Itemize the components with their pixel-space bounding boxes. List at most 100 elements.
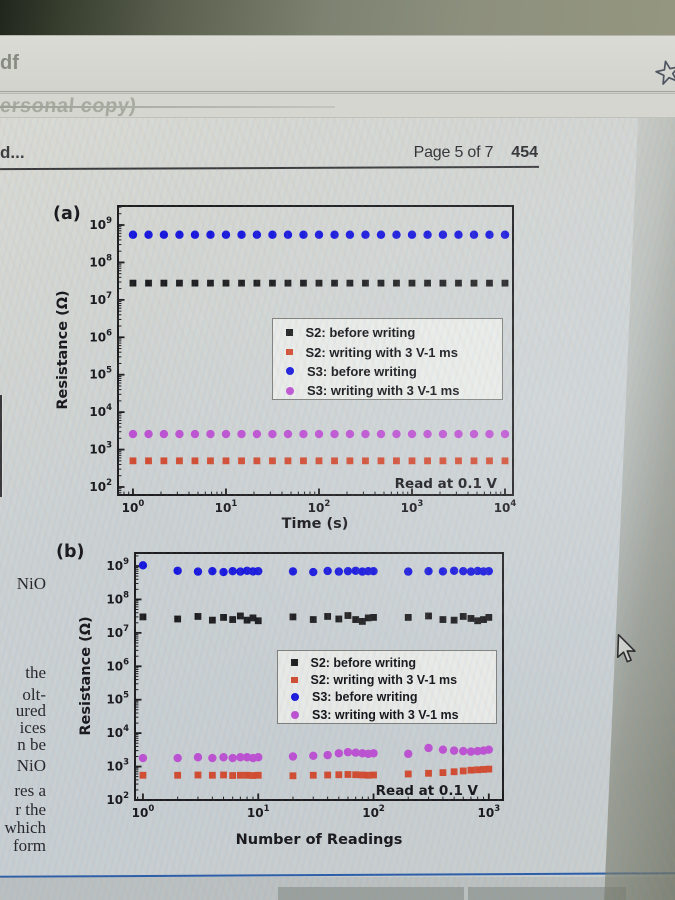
legend-item: S2: writing with 3 V-1 ms — [286, 342, 502, 361]
margin-text-fragment: NiO — [16, 756, 46, 775]
circle-marker-icon — [291, 693, 299, 702]
y-axis-label: Resistance (Ω) — [55, 290, 71, 409]
svg-text:104: 104 — [106, 724, 129, 740]
figure-panel-a: 100 101 102 103 104 102 103 104 105 106 107 108 109 (… — [50, 190, 525, 535]
svg-text:107: 107 — [89, 291, 112, 307]
series-S3: before writing — [128, 230, 510, 239]
plot-frame — [134, 552, 504, 801]
chart-b-legend: S2: before writing S2: writing with 3 V-1… — [277, 650, 497, 724]
svg-text:102: 102 — [308, 499, 331, 515]
tab-title-fragment: df — [0, 52, 19, 74]
cropped-content-block — [278, 887, 464, 900]
margin-text-fragment: n be — [17, 735, 46, 754]
svg-text:107: 107 — [106, 624, 129, 640]
series-S3: writing with 3 V-1 ms — [138, 743, 494, 763]
svg-text:103: 103 — [478, 804, 501, 820]
svg-text:106: 106 — [89, 328, 112, 344]
margin-text-fragment: res a — [14, 781, 46, 800]
margin-text-fragment: NiO — [16, 574, 46, 593]
svg-text:102: 102 — [89, 478, 112, 494]
margin-text-fragment: r the — [15, 800, 46, 819]
adjacent-figure-edge — [0, 395, 3, 497]
series-S3: before writing — [138, 561, 494, 577]
margin-text-fragment: ured — [15, 701, 46, 720]
svg-text:103: 103 — [401, 499, 424, 515]
page-indicator: Page 5 of 7 — [413, 144, 494, 161]
svg-text:104: 104 — [89, 403, 112, 419]
series-S2: before writing — [139, 612, 493, 625]
y-axis-label: Resistance (Ω) — [78, 616, 94, 735]
browser-toolbar: df — [0, 35, 675, 92]
svg-text:103: 103 — [106, 758, 129, 774]
series-S2: writing with 3 V-1 ms — [129, 457, 509, 465]
chart-b-plot: 100 101 102 103 102 103 104 105 106 107 108 109 (b) N… — [56, 542, 504, 848]
legend-label: S2: writing with 3 V-1 ms — [305, 344, 458, 360]
chart-a-legend: S2: before writing S2: writing with 3 V-1… — [272, 318, 503, 400]
browser-subbar: ersonal copy) — [0, 93, 675, 118]
margin-text-fragment: olt- — [22, 685, 46, 704]
margin-text-fragment: the — [25, 663, 46, 682]
page-header: Page 5 of 7 454 — [298, 144, 538, 162]
square-marker-icon — [286, 348, 293, 356]
legend-item: S2: before writing — [286, 323, 502, 342]
legend-label: S3: writing with 3 V-1 ms — [307, 383, 460, 399]
svg-text:102: 102 — [362, 804, 385, 820]
chart-a-plot: 100 101 102 103 104 102 103 104 105 106 107 108 109 (… — [53, 204, 517, 532]
circle-marker-icon — [291, 710, 299, 719]
mouse-cursor-icon — [616, 634, 636, 663]
svg-text:108: 108 — [89, 253, 112, 269]
legend-label: S2: writing with 3 V-1 ms — [310, 673, 458, 688]
svg-text:103: 103 — [89, 441, 112, 457]
legend-label: S2: before writing — [305, 325, 416, 341]
square-marker-icon — [286, 329, 293, 336]
x-axis-label: Time (s) — [282, 516, 349, 532]
circle-marker-icon — [286, 367, 294, 376]
cropped-content-block — [468, 887, 626, 900]
truncated-heading: d... — [0, 143, 25, 162]
folio-number: 454 — [511, 144, 538, 161]
desk-background — [0, 0, 675, 35]
circle-marker-icon — [286, 386, 294, 395]
x-axis-label: Number of Readings — [236, 832, 403, 848]
series-S2: before writing — [129, 279, 509, 287]
svg-text:101: 101 — [215, 499, 238, 515]
figure-panel-b: 100 101 102 103 102 103 104 105 106 107 108 109 (b) N… — [50, 540, 525, 860]
svg-text:105: 105 — [106, 691, 129, 707]
svg-text:102: 102 — [106, 791, 129, 807]
legend-item: S3: writing with 3 V-1 ms — [291, 706, 496, 723]
margin-text-fragment: ices — [19, 718, 46, 737]
legend-item: S3: before writing — [291, 689, 496, 706]
margin-text-fragment: which — [4, 818, 46, 837]
series-S2: writing with 3 V-1 ms — [139, 765, 493, 780]
read-voltage-annotation: Read at 0.1 V — [376, 783, 479, 799]
legend-label: S3: before writing — [312, 690, 418, 705]
legend-item: S2: before writing — [291, 654, 496, 671]
plot-frame — [117, 205, 514, 496]
panel-label: (b) — [56, 542, 85, 562]
svg-text:106: 106 — [106, 657, 129, 673]
legend-label: S3: before writing — [307, 363, 417, 379]
legend-item: S3: writing with 3 V-1 ms — [286, 381, 502, 400]
legend-item: S3: before writing — [286, 362, 502, 381]
square-marker-icon — [291, 659, 298, 666]
svg-text:104: 104 — [494, 499, 517, 515]
svg-text:108: 108 — [106, 590, 129, 606]
margin-text-fragment: form — [12, 836, 46, 855]
series-S3: writing with 3 V-1 ms — [128, 429, 510, 439]
legend-label: S2: before writing — [310, 655, 417, 670]
pdf-page — [0, 118, 675, 900]
svg-text:105: 105 — [89, 366, 112, 382]
svg-text:101: 101 — [247, 804, 270, 820]
square-marker-icon — [291, 676, 298, 684]
bookmark-star-icon[interactable] — [655, 60, 675, 86]
svg-text:100: 100 — [122, 499, 145, 515]
svg-text:109: 109 — [89, 216, 112, 232]
svg-text:100: 100 — [132, 804, 155, 820]
read-voltage-annotation: Read at 0.1 V — [395, 476, 498, 492]
panel-label: (a) — [53, 204, 81, 224]
legend-label: S3: writing with 3 V-1 ms — [312, 707, 459, 722]
watermark-strikethrough — [0, 106, 335, 108]
svg-text:109: 109 — [106, 557, 129, 573]
legend-item: S2: writing with 3 V-1 ms — [291, 671, 496, 688]
